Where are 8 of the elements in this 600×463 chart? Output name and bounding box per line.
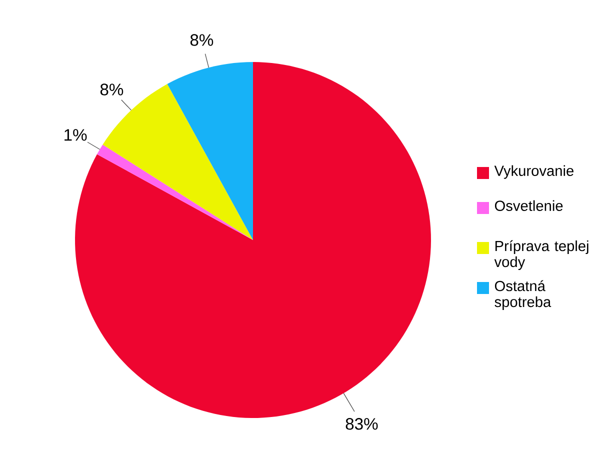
legend-label: Vykurovanie [494,165,574,179]
data-label: 8% [100,84,124,96]
data-label: 1% [64,129,87,141]
data-label: 8% [190,34,214,46]
legend-label: Príprava teplej vody [494,240,588,270]
legend-label: Osvetlenie [494,200,563,211]
data-label: 83% [346,418,378,430]
legend-label: Ostatná spotreba [494,280,552,310]
